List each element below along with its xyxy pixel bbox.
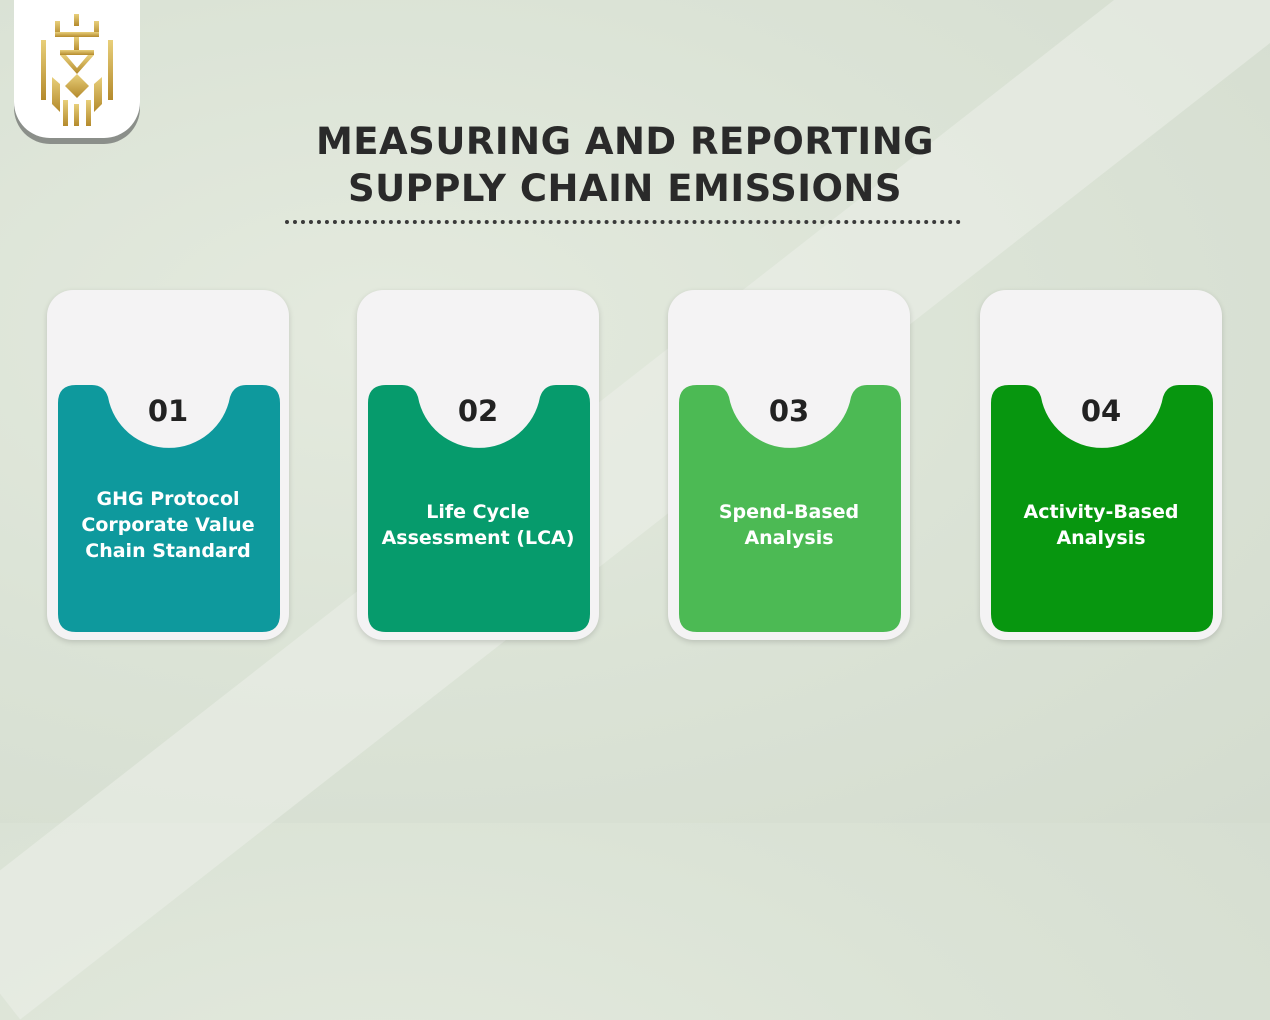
step-card: 02 Life Cycle Assessment (LCA) <box>357 290 599 640</box>
step-label: Life Cycle Assessment (LCA) <box>381 501 575 549</box>
step-number: 04 <box>1080 394 1122 428</box>
card-panel-shape <box>368 385 590 632</box>
logo <box>14 0 140 138</box>
step-label: Activity-Based Analysis <box>1023 501 1179 549</box>
card-panel-shape <box>58 385 280 632</box>
step-number: 03 <box>768 394 810 428</box>
step-card: 04 Activity-Based Analysis <box>980 290 1222 640</box>
step-label: GHG Protocol Corporate Value Chain Stand… <box>81 488 255 562</box>
step-card: 01 GHG Protocol Corporate Value Chain St… <box>47 290 289 640</box>
title-line-1: MEASURING AND REPORTING <box>315 120 935 163</box>
step-card: 03 Spend-Based Analysis <box>668 290 910 640</box>
crown-shield-logo-icon <box>41 14 113 126</box>
card-color-panel <box>58 385 280 632</box>
dotted-divider <box>285 220 961 224</box>
card-panel-shape <box>991 385 1213 632</box>
card-color-panel <box>991 385 1213 632</box>
card-color-panel <box>679 385 901 632</box>
step-number: 02 <box>457 394 499 428</box>
title-line-2: SUPPLY CHAIN EMISSIONS <box>347 167 903 210</box>
page-title: MEASURING AND REPORTING SUPPLY CHAIN EMI… <box>0 118 1250 212</box>
card-panel-shape <box>679 385 901 632</box>
step-number: 01 <box>147 394 189 428</box>
card-color-panel <box>368 385 590 632</box>
step-label: Spend-Based Analysis <box>718 501 860 549</box>
